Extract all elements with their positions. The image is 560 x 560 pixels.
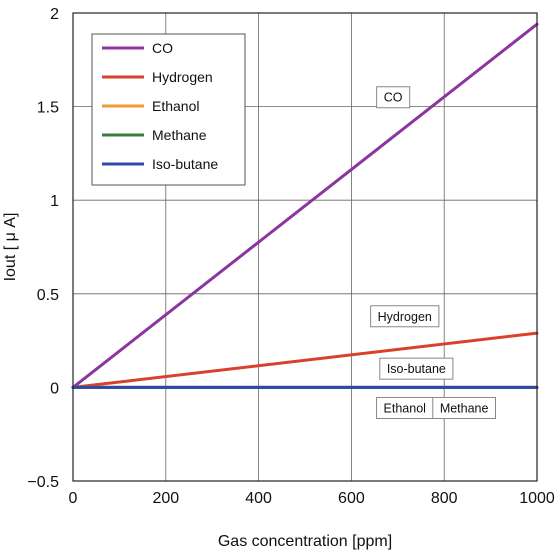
y-tick-label: 1: [50, 193, 59, 210]
y-tick-label: 1.5: [37, 100, 59, 117]
annotation-text: Hydrogen: [378, 310, 432, 324]
x-tick-label: 200: [152, 490, 179, 507]
annotation-box: [370, 305, 440, 328]
legend-label: Methane: [152, 127, 207, 143]
annotation-text: Iso-butane: [387, 362, 446, 376]
x-tick-label: 800: [431, 490, 458, 507]
y-tick-label: 0: [50, 380, 59, 397]
legend-label: CO: [152, 40, 173, 56]
tick-labels: 0 200 400 600 800 1000 −0.5 0 0.5 1 1.5 2: [27, 6, 554, 507]
y-axis-label: Iout [ μ A]: [2, 213, 19, 282]
annotation-box: [432, 396, 496, 419]
y-tick-label: 2: [50, 6, 59, 23]
legend-label: Hydrogen: [152, 69, 213, 85]
annotations: CO Hydrogen Iso-butane Ethanol Methane: [370, 86, 496, 419]
annotation-box: [376, 86, 411, 109]
annotation-text: Methane: [440, 401, 489, 415]
annotation-label: Methane: [432, 396, 496, 419]
y-tick-label: −0.5: [27, 474, 59, 491]
annotation-box: [379, 357, 454, 380]
x-tick-label: 400: [245, 490, 272, 507]
annotation-label: Iso-butane: [379, 357, 454, 380]
legend: CO Hydrogen Ethanol Methane Iso-butane: [91, 33, 246, 186]
x-tick-label: 0: [69, 490, 78, 507]
legend-label: Ethanol: [152, 98, 199, 114]
annotation-label: Ethanol: [376, 396, 434, 419]
annotation-text: Ethanol: [384, 401, 426, 415]
x-tick-label: 1000: [519, 490, 555, 507]
annotation-text: CO: [384, 91, 403, 105]
x-axis-label: Gas concentration [ppm]: [218, 533, 392, 550]
y-tick-label: 0.5: [37, 287, 59, 304]
legend-label: Iso-butane: [152, 156, 218, 172]
series-line-co: [71, 22, 539, 389]
x-tick-label: 600: [338, 490, 365, 507]
plot-frame: [72, 12, 538, 482]
series-lines: [71, 22, 539, 389]
legend-box: [91, 33, 246, 186]
series-line-hydrogen: [71, 331, 539, 389]
annotation-label: CO: [376, 86, 411, 109]
annotation-label: Hydrogen: [370, 305, 440, 328]
